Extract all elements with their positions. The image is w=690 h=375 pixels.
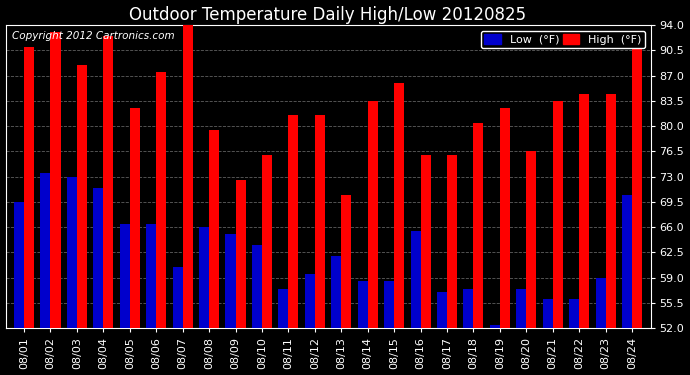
- Bar: [93, 188, 104, 328]
- Bar: [41, 173, 50, 328]
- Bar: [516, 289, 526, 328]
- Title: Outdoor Temperature Daily High/Low 20120825: Outdoor Temperature Daily High/Low 20120…: [130, 6, 526, 24]
- Bar: [235, 180, 246, 328]
- Bar: [278, 289, 288, 328]
- Bar: [183, 18, 193, 328]
- Bar: [305, 274, 315, 328]
- Bar: [500, 108, 510, 328]
- Bar: [622, 195, 632, 328]
- Bar: [632, 43, 642, 328]
- Bar: [526, 152, 536, 328]
- Bar: [262, 155, 272, 328]
- Bar: [342, 195, 351, 328]
- Bar: [490, 325, 500, 328]
- Bar: [67, 177, 77, 328]
- Bar: [394, 83, 404, 328]
- Bar: [252, 245, 262, 328]
- Bar: [130, 108, 140, 328]
- Bar: [209, 130, 219, 328]
- Bar: [77, 65, 87, 328]
- Text: Copyright 2012 Cartronics.com: Copyright 2012 Cartronics.com: [12, 31, 175, 41]
- Bar: [104, 36, 113, 328]
- Bar: [447, 155, 457, 328]
- Bar: [553, 101, 563, 328]
- Bar: [14, 202, 24, 328]
- Bar: [421, 155, 431, 328]
- Bar: [543, 299, 553, 328]
- Bar: [368, 101, 377, 328]
- Bar: [156, 72, 166, 328]
- Bar: [437, 292, 447, 328]
- Bar: [120, 224, 130, 328]
- Bar: [199, 227, 209, 328]
- Bar: [226, 234, 235, 328]
- Bar: [606, 94, 615, 328]
- Bar: [464, 289, 473, 328]
- Bar: [411, 231, 421, 328]
- Legend: Low  (°F), High  (°F): Low (°F), High (°F): [481, 31, 645, 48]
- Bar: [146, 224, 156, 328]
- Bar: [331, 256, 342, 328]
- Bar: [569, 299, 579, 328]
- Bar: [288, 116, 299, 328]
- Bar: [172, 267, 183, 328]
- Bar: [579, 94, 589, 328]
- Bar: [357, 281, 368, 328]
- Bar: [384, 281, 394, 328]
- Bar: [50, 32, 61, 328]
- Bar: [473, 123, 484, 328]
- Bar: [595, 278, 606, 328]
- Bar: [24, 47, 34, 328]
- Bar: [315, 116, 325, 328]
